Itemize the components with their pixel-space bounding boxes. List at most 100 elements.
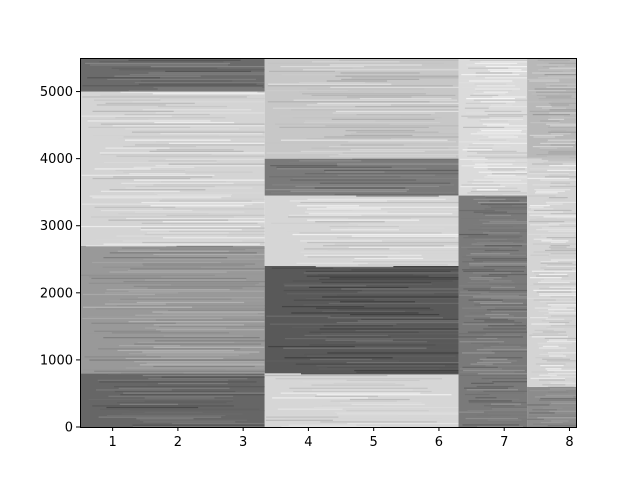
heatmap-stripe [533, 232, 560, 234]
heatmap-stripe [463, 369, 525, 372]
heatmap-stripe [87, 316, 261, 318]
heatmap-stripe [491, 251, 528, 253]
heatmap-stripe [81, 225, 261, 228]
heatmap-stripe [469, 312, 492, 314]
heatmap-stripe [264, 142, 422, 144]
heatmap-stripe [280, 115, 401, 117]
heatmap-stripe [491, 326, 528, 328]
heatmap-stripe [144, 279, 247, 281]
heatmap-stripe [527, 418, 544, 420]
heatmap-stripe [546, 326, 576, 328]
heatmap-stripe [538, 310, 555, 312]
heatmap-stripe [540, 280, 576, 282]
heatmap-stripe [283, 347, 427, 349]
heatmap-stripe [485, 365, 528, 367]
heatmap-stripe [82, 369, 226, 371]
plot-frame [80, 58, 577, 428]
heatmap-stripe [297, 157, 459, 159]
heatmap-stripe [479, 128, 528, 130]
heatmap-stripe [351, 77, 459, 79]
heatmap-stripe [159, 249, 246, 251]
heatmap-stripe [103, 337, 260, 339]
heatmap-stripe [346, 379, 420, 381]
heatmap-stripe [489, 221, 528, 223]
heatmap-stripe [483, 328, 527, 330]
heatmap-stripe [473, 301, 503, 303]
heatmap-stripe [129, 410, 265, 412]
heatmap-stripe [535, 357, 563, 359]
heatmap-stripe [492, 96, 526, 98]
y-tick-label: 5000 [40, 85, 73, 100]
heatmap-stripe [92, 177, 191, 180]
heatmap-stripe [148, 157, 265, 159]
heatmap-stripe [546, 302, 576, 304]
heatmap-stripe [94, 370, 265, 372]
heatmap-stripe [341, 288, 459, 290]
heatmap-stripe [458, 336, 523, 338]
heatmap-stripe [316, 365, 445, 367]
heatmap-stripe [539, 353, 563, 356]
heatmap-stripe [168, 163, 265, 165]
heatmap-stripe [102, 266, 201, 268]
heatmap-stripe [546, 341, 576, 343]
x-tick-label: 6 [435, 435, 443, 450]
heatmap-stripe [462, 86, 489, 88]
heatmap-stripe [534, 396, 574, 398]
heatmap-stripe [148, 160, 217, 162]
heatmap-stripe [468, 144, 494, 146]
heatmap-stripe [322, 405, 384, 407]
heatmap-stripe [171, 422, 265, 425]
heatmap-stripe [279, 126, 429, 128]
heatmap-stripe [309, 331, 419, 333]
heatmap-stripe [465, 102, 506, 104]
y-axis: 0 1000 2000 3000 4000 5000 [40, 85, 80, 436]
heatmap-stripe [329, 155, 457, 157]
heatmap-stripe [92, 110, 174, 112]
heatmap-stripe [134, 361, 265, 363]
heatmap-stripe [120, 91, 258, 93]
heatmap-stripe [117, 250, 229, 252]
heatmap-stripe [487, 413, 528, 415]
heatmap-stripe [484, 110, 522, 112]
heatmap-stripe [478, 398, 520, 400]
heatmap-stripe [352, 158, 459, 160]
heatmap-stripe [532, 114, 570, 116]
heatmap-stripe [483, 91, 509, 93]
heatmap-stripe [547, 328, 565, 330]
heatmap-stripe [153, 365, 255, 368]
heatmap-stripe [540, 261, 559, 263]
heatmap-stripe [99, 152, 265, 154]
heatmap-stripe [82, 317, 223, 320]
heatmap-stripe [276, 166, 392, 168]
heatmap-stripe [94, 206, 176, 208]
heatmap-stripe [536, 190, 565, 192]
heatmap-stripe [329, 277, 459, 279]
heatmap-stripe [472, 182, 528, 184]
heatmap-stripe [81, 115, 172, 117]
heatmap-stripe [530, 122, 560, 124]
heatmap-stripe [88, 398, 234, 401]
heatmap-stripe [477, 373, 528, 375]
heatmap-stripe [266, 315, 331, 317]
heatmap-stripe [288, 214, 362, 216]
heatmap-stripe [104, 303, 166, 305]
heatmap-stripe [484, 320, 515, 322]
heatmap-stripe [535, 363, 566, 365]
heatmap-stripe [468, 299, 503, 301]
heatmap-column-1 [80, 58, 265, 427]
heatmap-stripe [109, 271, 227, 273]
heatmap-stripe [129, 173, 186, 175]
heatmap-stripe [118, 387, 230, 389]
heatmap-stripe [308, 213, 453, 215]
heatmap-stripe [125, 128, 239, 130]
heatmap-stripe [81, 174, 215, 176]
heatmap-stripe [539, 374, 557, 376]
heatmap-stripe [305, 297, 459, 300]
heatmap-stripe [491, 310, 528, 312]
heatmap-stripe [319, 182, 451, 184]
heatmap-stripe [550, 181, 576, 183]
heatmap-stripe [290, 190, 407, 192]
heatmap-stripe [305, 270, 451, 272]
heatmap-stripe [469, 277, 502, 279]
